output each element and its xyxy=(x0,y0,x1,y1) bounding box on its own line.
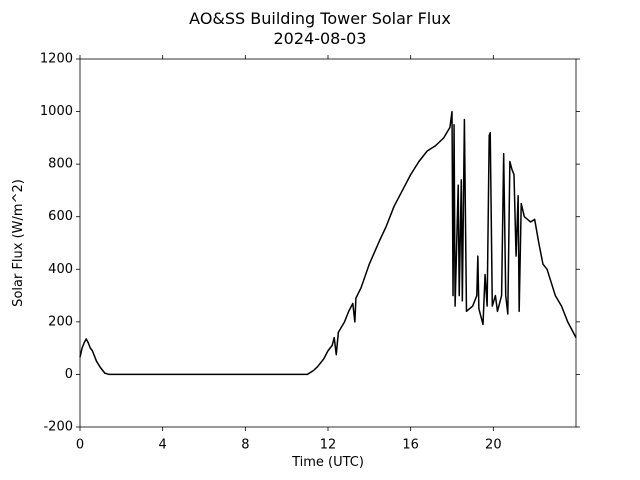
y-tick-label: 0 xyxy=(65,367,73,382)
data-line xyxy=(79,110,577,376)
x-tick-label: 16 xyxy=(402,438,419,453)
y-tick-label: 1200 xyxy=(40,52,73,67)
x-tick-label: 12 xyxy=(320,438,337,453)
y-axis-label: Solar Flux (W/m^2) xyxy=(11,179,26,307)
x-axis-label: Time (UTC) xyxy=(291,455,364,470)
x-tick-label: 4 xyxy=(159,438,167,453)
y-tick-label: 1000 xyxy=(40,104,73,119)
chart-subtitle: 2024-08-03 xyxy=(274,29,367,48)
x-tick-label: 8 xyxy=(241,438,249,453)
x-tick-label: 20 xyxy=(485,438,502,453)
y-tick-label: 200 xyxy=(48,314,73,329)
x-tick-label: 0 xyxy=(76,438,84,453)
y-tick-label: 600 xyxy=(48,209,73,224)
plot-frame xyxy=(79,58,577,428)
chart-title: AO&SS Building Tower Solar Flux xyxy=(189,9,451,28)
y-tick-label: -200 xyxy=(43,420,73,435)
y-tick-label: 400 xyxy=(48,262,73,277)
y-tick-label: 800 xyxy=(48,157,73,172)
